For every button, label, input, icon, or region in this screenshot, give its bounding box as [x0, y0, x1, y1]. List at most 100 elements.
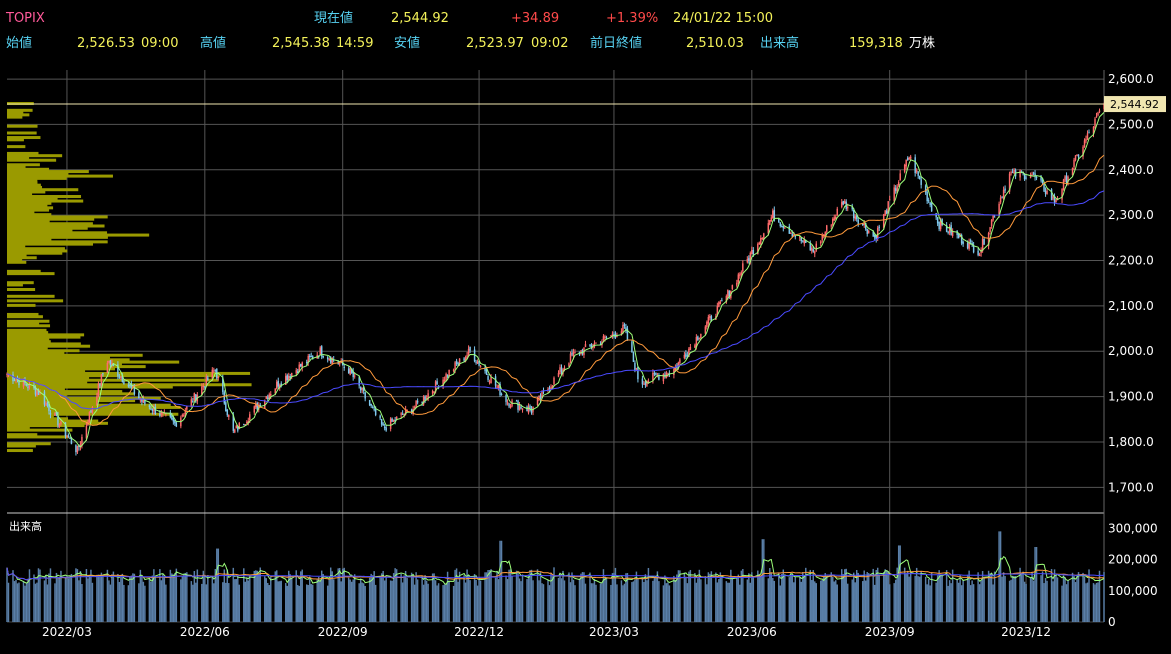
candle [195, 394, 197, 401]
volume-bar [620, 580, 623, 622]
candle [389, 418, 392, 429]
volume-bar [761, 539, 764, 622]
volume-profile-bar [7, 199, 84, 203]
volume-bar [873, 584, 876, 622]
candle [1011, 172, 1014, 174]
candle [882, 214, 885, 228]
candle [301, 362, 303, 368]
candle [769, 220, 771, 225]
candle [57, 415, 59, 426]
volume-bar [1053, 569, 1056, 622]
volume-profile-bar [7, 376, 90, 380]
volume-profile-bar [7, 367, 116, 371]
volume-bar [918, 576, 921, 622]
candle [536, 398, 539, 406]
candle [117, 364, 119, 377]
candle [1035, 176, 1038, 178]
volume-profile-bar [7, 378, 219, 382]
volume-bar [635, 571, 638, 622]
candle [748, 258, 750, 261]
candle [622, 325, 624, 333]
volume-bar [130, 575, 133, 622]
candle [406, 409, 408, 411]
volume-bar [499, 540, 501, 622]
volume-bar [706, 584, 708, 622]
candle [205, 376, 208, 387]
volume-bar [539, 572, 542, 622]
candle [632, 352, 635, 362]
candle [833, 217, 835, 221]
candle [620, 331, 623, 335]
candle [353, 375, 356, 377]
candle [662, 373, 665, 382]
volume-bar [410, 572, 413, 622]
volume-bar [479, 580, 482, 622]
candle [683, 354, 686, 359]
volume-bar [205, 584, 208, 622]
volume-bar [1086, 582, 1089, 622]
candle [560, 367, 563, 373]
volume-bar [458, 571, 461, 622]
volume-bar [665, 583, 668, 622]
candle [46, 402, 49, 406]
volume-bar [49, 568, 52, 622]
volume-profile-bar [7, 242, 93, 246]
candle [772, 210, 774, 219]
volume-bar [632, 581, 635, 622]
candle [217, 377, 220, 379]
candle [926, 191, 928, 202]
candle [800, 237, 803, 242]
volume-bar [297, 584, 299, 622]
candle [1044, 190, 1047, 194]
candle [1094, 118, 1096, 127]
candle [852, 209, 855, 218]
candle [782, 225, 785, 229]
candle [1019, 170, 1021, 178]
candle [584, 344, 587, 348]
volume-bar [550, 573, 552, 622]
candle [1008, 173, 1011, 192]
candle [770, 217, 773, 222]
volume-bar [238, 584, 241, 622]
candle [211, 369, 214, 379]
candle [286, 375, 288, 381]
candle [144, 399, 146, 404]
volume-bar [1076, 575, 1078, 622]
volume-bar [799, 577, 801, 622]
volume-bar [584, 583, 587, 622]
volume-bar [851, 579, 853, 622]
volume-bar [820, 580, 822, 622]
candle [885, 210, 888, 214]
candle [773, 210, 776, 221]
volume-bar [153, 569, 155, 622]
candle [307, 356, 309, 363]
volume-bar [394, 568, 396, 622]
candle [193, 393, 196, 401]
volume-bar [846, 583, 849, 622]
candle [824, 231, 826, 237]
volume-profile-bar [7, 154, 63, 158]
volume-bar [1035, 547, 1038, 622]
volume-bar [809, 569, 812, 622]
candle [478, 360, 480, 366]
candle [548, 387, 551, 391]
chart-grid [7, 70, 1105, 623]
candle [571, 352, 573, 355]
candle [647, 380, 650, 384]
volume-bar [966, 574, 969, 622]
volume-bar [917, 576, 919, 622]
volume-bar [517, 571, 519, 622]
volume-bar [788, 577, 791, 622]
volume-bar [190, 581, 193, 622]
candle [190, 399, 193, 408]
volume-unit: 万株 [909, 36, 936, 51]
volume-bar [109, 584, 112, 622]
volume-bar [815, 583, 817, 622]
moving-averages [6, 103, 1105, 448]
candle [635, 368, 638, 370]
candle [142, 398, 145, 403]
volume-bar [343, 567, 345, 622]
candle [604, 336, 606, 338]
candle [592, 346, 594, 348]
